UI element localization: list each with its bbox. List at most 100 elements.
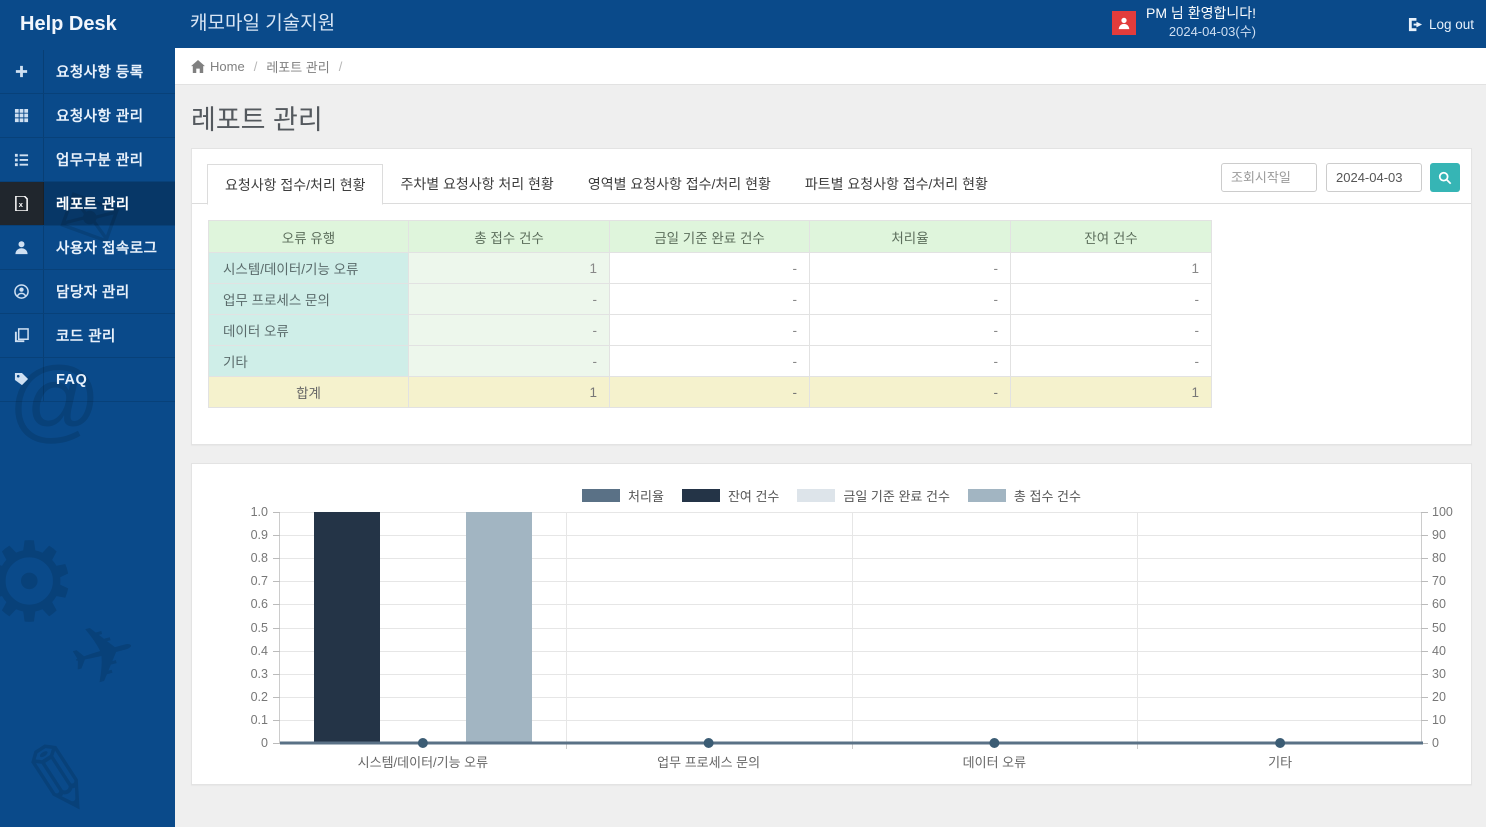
x-axis-category-label: 시스템/데이터/기능 오류 [357,755,489,770]
right-axis-label: 100 [1432,505,1453,519]
tag-icon [0,358,44,401]
sidebar-item-label: 요청사항 관리 [56,109,144,125]
chart-point [989,738,1000,748]
row-label: 기타 [208,345,409,377]
sidebar-item-faq[interactable]: FAQ [0,358,175,402]
search-end-date-input[interactable] [1326,163,1422,192]
table-total-row: 합계 1- -1 [208,376,1212,408]
row-value: - [408,345,610,377]
row-value: - [1010,345,1212,377]
legend-swatch [582,489,621,502]
axis-tick [273,558,280,560]
table-header-cell: 총 접수 건수 [408,220,610,253]
axis-tick [273,650,280,652]
row-value: - [809,345,1011,377]
svg-text:x: x [19,200,24,209]
row-value: 1 [1010,376,1212,408]
search-icon [1438,171,1452,184]
topbar: Help Desk 캐모마일 기술지원 PM 님 환영합니다! 2024-04-… [0,0,1486,48]
axis-tick [273,627,280,629]
row-value: - [609,252,810,284]
sidebar-item-request-register[interactable]: 요청사항 등록 [0,50,175,94]
table-row: 데이터 오류 - - - - [208,314,1212,346]
welcome-message: PM 님 환영합니다! [1146,5,1256,21]
grid-line-h [280,581,1421,583]
sidebar-item-code-manage[interactable]: 코드 관리 [0,314,175,358]
axis-tick [1421,512,1428,513]
report-panel: 요청사항 접수/처리 현황 주차별 요청사항 처리 현황 영역별 요청사항 접수/처… [191,148,1472,445]
sidebar-item-label: 사용자 접속로그 [56,241,158,257]
sidebar-item-task-category-manage[interactable]: 업무구분 관리 [0,138,175,182]
sidebar: @ ✉ ⚙ ✈ ✎ 요청사항 등록 요청사항 관리 업무구분 관리 x 레포트 관리 사용… [0,48,175,827]
right-axis-label: 10 [1432,712,1446,727]
file-excel-icon: x [0,182,44,225]
row-value: - [609,314,810,346]
legend-item: 총 접수 건수 [967,486,1081,505]
copy-icon [0,314,44,357]
table-row: 기타 - - - - [208,345,1212,377]
row-value: - [809,314,1011,346]
grid-line-h [280,627,1421,629]
chart-bar [465,512,532,743]
axis-tick [1421,604,1428,606]
tab-weekly-process-status[interactable]: 주차별 요청사항 처리 현황 [400,176,554,192]
list-icon [0,138,44,181]
app-title: 캐모마일 기술지원 [190,13,336,34]
x-axis-tick [851,743,853,749]
tab-receipt-process-status[interactable]: 요청사항 접수/처리 현황 [207,164,384,205]
grid-line-h [280,512,1421,513]
left-axis-label: 0.7 [250,574,268,589]
grid-line-h [280,604,1421,606]
row-label: 합계 [208,376,409,408]
row-value: - [609,376,810,408]
sidebar-item-request-manage[interactable]: 요청사항 관리 [0,94,175,138]
grid-line-v [1137,512,1139,743]
sidebar-item-user-access-log[interactable]: 사용자 접속로그 [0,226,175,270]
axis-tick [1421,650,1428,652]
search-start-date-input[interactable] [1221,163,1317,192]
table-header-cell: 잔여 건수 [1010,220,1212,253]
tab-underline [192,203,1471,204]
sidebar-item-label: 레포트 관리 [44,182,175,225]
right-axis-label: 40 [1432,643,1446,658]
row-value: - [1010,314,1212,346]
breadcrumb-separator: / [253,58,258,74]
axis-tick [273,719,280,721]
tab-bar: 요청사항 접수/처리 현황 주차별 요청사항 처리 현황 영역별 요청사항 접수/처… [207,164,1005,205]
table-header-cell: 금일 기준 완료 건수 [609,220,810,253]
user-box: PM 님 환영합니다! 2024-04-03(수) [1112,4,1256,41]
left-axis-label: 1.0 [250,505,268,519]
grid-line-h [280,650,1421,652]
tab-part-status[interactable]: 파트별 요청사항 접수/처리 현황 [804,176,988,192]
axis-tick [273,743,280,744]
right-axis-label: 80 [1432,551,1446,566]
tab-area-status[interactable]: 영역별 요청사항 접수/처리 현황 [587,176,771,192]
grid-line-h [280,535,1421,537]
row-label: 데이터 오류 [208,314,409,346]
grid-line-v [851,512,853,743]
logout-button[interactable]: Log out [1408,0,1474,48]
left-axis-label: 0.4 [250,643,268,658]
user-icon [0,226,44,269]
breadcrumb-home-link[interactable]: Home [191,59,245,74]
legend-label: 처리율 [628,489,664,504]
chart-point [703,738,714,748]
search-button[interactable] [1430,163,1460,192]
legend-swatch [797,489,836,502]
sidebar-item-label: 담당자 관리 [56,285,130,301]
report-table: 오류 유행 총 접수 건수 금일 기준 완료 건수 처리율 잔여 건수 시스템/데이터/… [208,220,1212,408]
page-title: 레포트 관리 [191,105,323,135]
legend-swatch [967,489,1006,502]
table-row: 업무 프로세스 문의 - - - - [208,283,1212,315]
grid-line-h [280,558,1421,560]
right-axis-label: 30 [1432,666,1446,681]
right-axis-label: 70 [1432,574,1446,589]
table-header-cell: 처리율 [809,220,1011,253]
sidebar-item-manager-manage[interactable]: 담당자 관리 [0,270,175,314]
axis-tick [1421,627,1428,629]
sidebar-item-report-manage[interactable]: x 레포트 관리 [0,182,175,226]
logout-label: Log out [1428,16,1474,32]
search-box [1221,163,1460,192]
